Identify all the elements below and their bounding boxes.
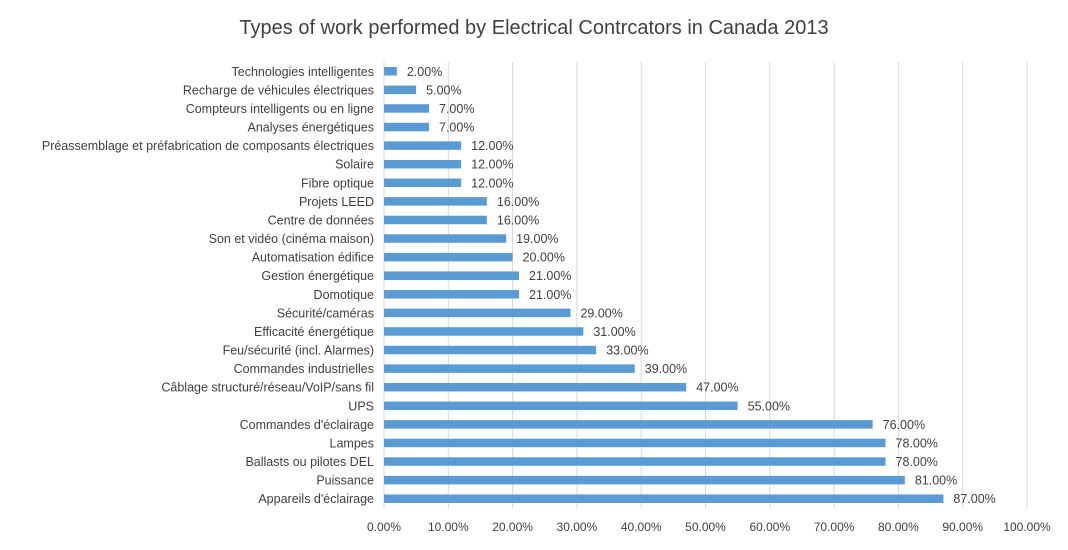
data-label: 19.00%: [516, 232, 558, 246]
x-tick-label: 0.00%: [367, 520, 401, 534]
category-label: Puissance: [316, 474, 374, 488]
bar: [384, 159, 462, 169]
category-label: Son et vidéo (cinéma maison): [209, 232, 374, 246]
data-label: 81.00%: [915, 474, 957, 488]
data-label: 76.00%: [883, 418, 925, 432]
bar: [384, 122, 430, 132]
x-tick-label: 20.00%: [492, 520, 533, 534]
bar: [384, 290, 520, 299]
data-label: 12.00%: [471, 139, 513, 153]
x-tick-label: 40.00%: [621, 520, 662, 534]
x-tick-label: 100.00%: [1003, 520, 1051, 534]
data-label: 21.00%: [529, 288, 571, 302]
category-label: Fibre optique: [301, 176, 374, 190]
data-label: 20.00%: [523, 251, 565, 265]
category-label: Projets LEED: [299, 195, 374, 209]
data-label: 31.00%: [593, 325, 635, 339]
bars: [384, 67, 944, 503]
category-label: Préassemblage et préfabrication de compo…: [42, 139, 374, 153]
x-tick-label: 80.00%: [878, 520, 919, 534]
data-label: 21.00%: [529, 269, 571, 283]
bar: [384, 271, 520, 280]
data-label: 29.00%: [580, 306, 622, 320]
data-label: 12.00%: [471, 176, 513, 190]
gridlines: [383, 62, 1028, 508]
bar: [384, 420, 873, 429]
bar: [384, 457, 886, 466]
data-label: 5.00%: [426, 83, 461, 97]
category-label: Automatisation édifice: [252, 251, 374, 265]
bar: [384, 401, 738, 411]
bar: [384, 104, 430, 113]
data-label: 16.00%: [497, 213, 539, 227]
data-label: 39.00%: [645, 362, 687, 376]
category-label: Ballasts ou pilotes DEL: [245, 455, 374, 469]
bar: [384, 382, 687, 392]
data-label: 7.00%: [439, 102, 474, 116]
bar: [384, 141, 462, 150]
category-label: Câblage structuré/réseau/VoIP/sans fil: [161, 381, 374, 395]
x-tick-label: 30.00%: [557, 520, 598, 534]
category-label: Lampes: [330, 436, 374, 450]
bar: [384, 494, 944, 503]
data-label: 55.00%: [748, 399, 790, 413]
x-tick-label: 50.00%: [685, 520, 726, 534]
category-label: Domotique: [314, 288, 374, 302]
bar: [384, 215, 487, 225]
data-label: 16.00%: [497, 195, 539, 209]
x-tick-label: 70.00%: [814, 520, 855, 534]
category-label: Appareils d'éclairage: [258, 492, 374, 506]
category-label: Sécurité/caméras: [277, 306, 374, 320]
category-label: Commandes d'éclairage: [240, 418, 374, 432]
category-label: Efficacité énergétique: [254, 325, 374, 339]
data-label: 33.00%: [606, 344, 648, 358]
category-label: UPS: [348, 399, 374, 413]
bar: [384, 364, 635, 373]
bar: [384, 308, 571, 318]
data-label: 78.00%: [896, 436, 938, 450]
data-labels: 2.00% 5.00% 7.00% 7.00% 12.00% 12.00% 12.00% 16…: [407, 65, 996, 506]
category-label: Centre de données: [268, 213, 374, 227]
bar: [384, 85, 417, 95]
bar: [384, 197, 487, 206]
category-label: Recharge de véhicules électriques: [183, 83, 374, 97]
chart-title: Types of work performed by Electrical Co…: [239, 17, 828, 39]
category-label: Technologies intelligentes: [232, 65, 374, 79]
x-tick-label: 90.00%: [942, 520, 983, 534]
bar: [384, 178, 462, 188]
bar: [384, 234, 507, 243]
category-labels: Technologies intelligentes Recharge de vé…: [42, 65, 374, 506]
category-label: Commandes industrielles: [234, 362, 374, 376]
data-label: 47.00%: [696, 381, 738, 395]
category-label: Solaire: [335, 158, 374, 172]
x-tick-label: 60.00%: [749, 520, 790, 534]
data-label: 78.00%: [896, 455, 938, 469]
data-label: 7.00%: [439, 121, 474, 135]
data-label: 12.00%: [471, 158, 513, 172]
bar: [384, 345, 597, 355]
data-label: 87.00%: [953, 492, 995, 506]
bar: [384, 252, 513, 262]
category-label: Gestion énergétique: [261, 269, 374, 283]
category-label: Feu/sécurité (incl. Alarmes): [223, 344, 374, 358]
bar: [384, 438, 886, 448]
category-label: Compteurs intelligents ou en ligne: [186, 102, 374, 116]
bar: [384, 475, 905, 485]
bar: [384, 327, 584, 336]
bar: [384, 67, 397, 76]
data-label: 2.00%: [407, 65, 442, 79]
category-label: Analyses énergétiques: [248, 121, 374, 135]
x-tick-label: 10.00%: [428, 520, 469, 534]
x-axis-ticks: 0.00% 10.00% 20.00% 30.00% 40.00% 50.00% 60.00…: [367, 520, 1051, 534]
